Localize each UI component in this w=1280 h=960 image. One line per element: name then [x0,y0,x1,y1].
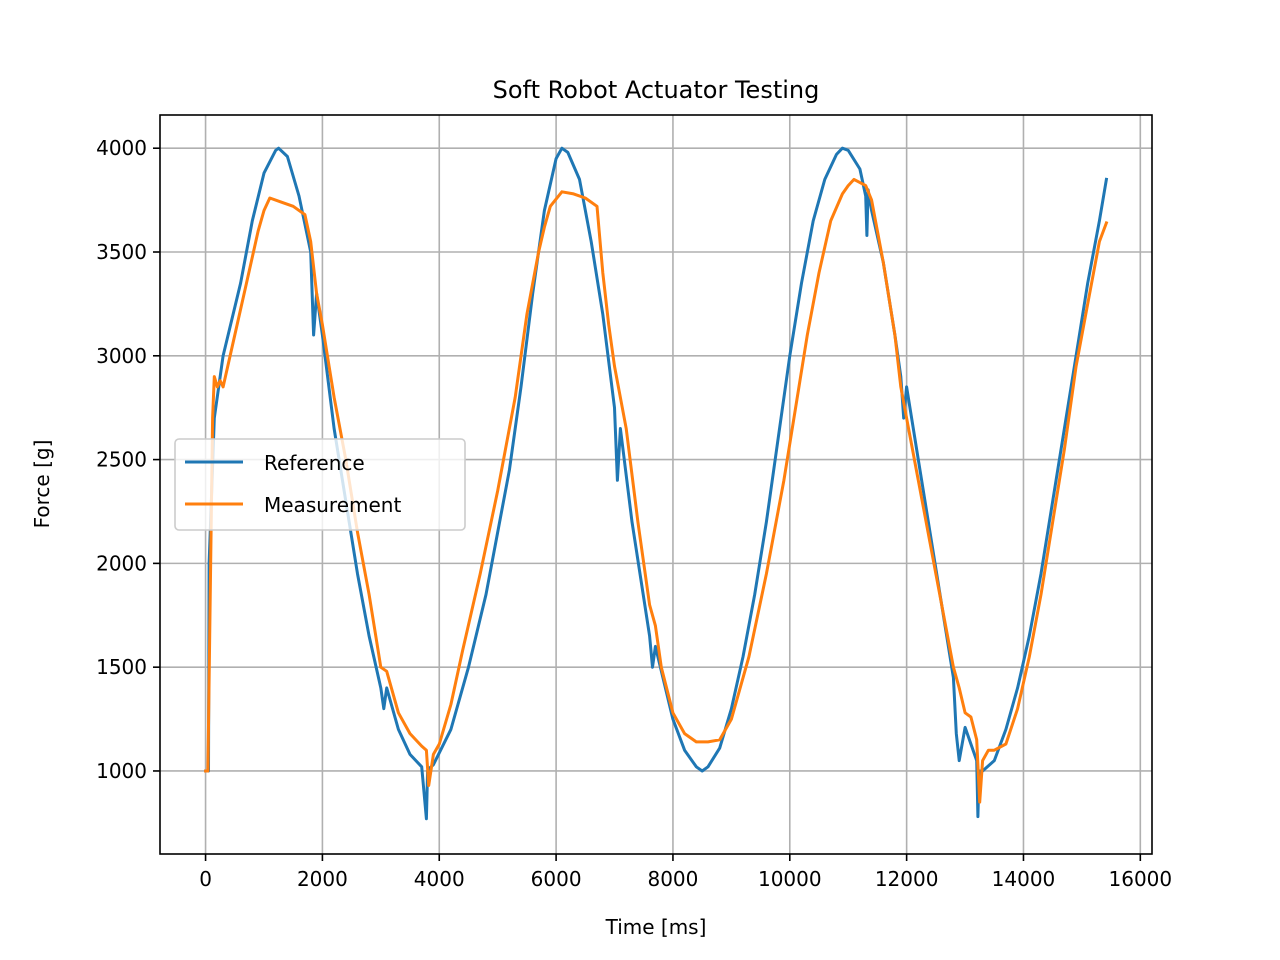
x-tick-label: 0 [199,867,212,891]
x-tick-label: 6000 [531,867,582,891]
y-tick-label: 4000 [96,136,147,160]
legend-label-reference: Reference [264,451,365,475]
legend-label-measurement: Measurement [264,493,401,517]
y-tick-label: 2500 [96,448,147,472]
legend: Reference Measurement [174,438,466,531]
y-tick-label: 1500 [96,655,147,679]
grid [160,115,1152,854]
y-tick-label: 3500 [96,240,147,264]
y-tick-label: 2000 [96,551,147,575]
x-tick-label: 2000 [297,867,348,891]
x-axis-label: Time [ms] [605,915,707,939]
y-tick-label: 1000 [96,759,147,783]
x-tick-label: 16000 [1109,867,1173,891]
x-tick-label: 4000 [414,867,465,891]
plot-frame [159,114,1153,855]
y-axis-label: Force [g] [30,440,54,529]
y-tick-label: 3000 [96,344,147,368]
axis-ticks: 0 2000 4000 6000 8000 10000 12000 14000 16000 100… [96,136,1172,891]
x-tick-label: 8000 [647,867,698,891]
x-tick-label: 12000 [875,867,939,891]
chart-title: Soft Robot Actuator Testing [493,76,820,104]
x-tick-label: 14000 [992,867,1056,891]
legend-box [174,438,466,531]
series-line-measurement [204,177,1109,804]
x-tick-label: 10000 [758,867,822,891]
